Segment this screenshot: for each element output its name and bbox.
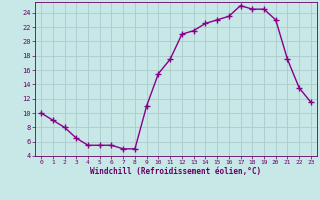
X-axis label: Windchill (Refroidissement éolien,°C): Windchill (Refroidissement éolien,°C) — [91, 167, 261, 176]
